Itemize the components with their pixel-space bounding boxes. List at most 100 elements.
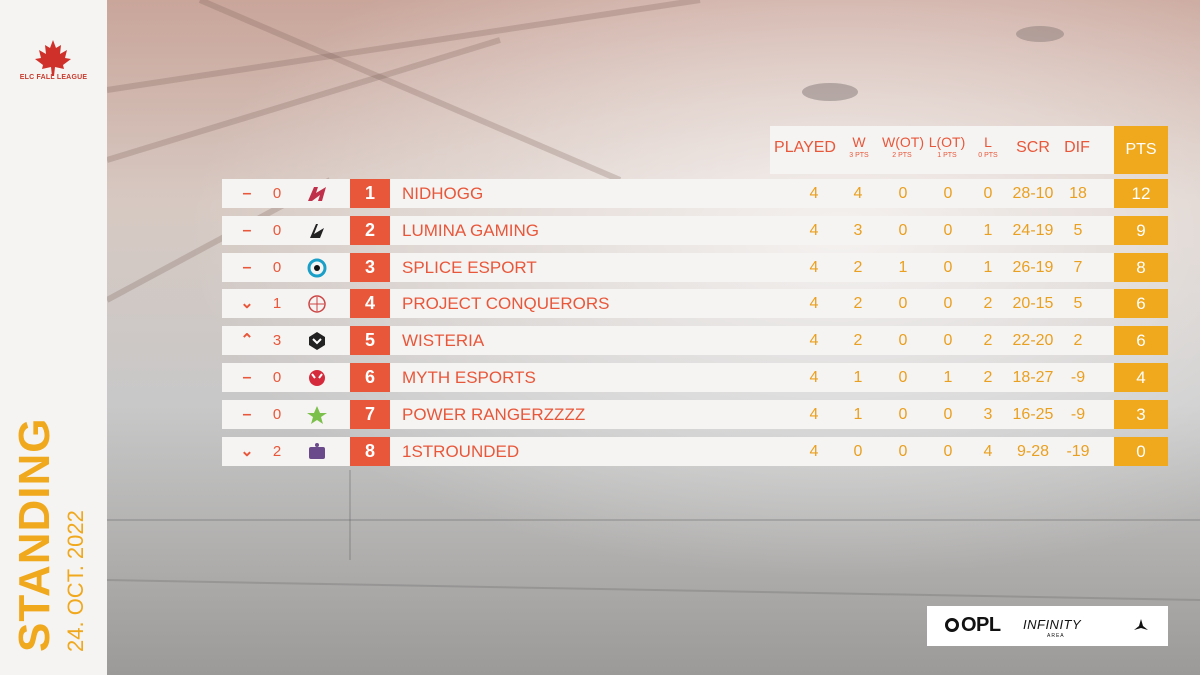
opl-ring-icon — [945, 618, 959, 632]
wisteria-logo — [309, 332, 325, 351]
position-change: 0 — [272, 258, 282, 276]
trend-same-icon: – — [242, 405, 252, 423]
position-change: 1 — [272, 295, 282, 313]
rank-badge: 2 — [350, 215, 390, 245]
table-row: – 0 2 LUMINA GAMING 4 3 0 0 1 24-19 5 9 — [222, 215, 1168, 245]
cell-played: 4 — [809, 405, 819, 423]
power-rangerzzzz-logo — [307, 405, 327, 424]
cell-l: 2 — [983, 332, 993, 350]
cell-w: 3 — [853, 221, 863, 239]
cell-scr: 9-28 — [1016, 442, 1050, 460]
table-row: ⌃ 3 5 WISTERIA 4 2 0 0 2 22-20 2 6 — [222, 326, 1168, 356]
table-row: – 0 3 SPLICE ESPORT 4 2 1 0 1 26-19 7 8 — [222, 252, 1168, 282]
cell-l: 2 — [983, 369, 993, 386]
cell-lot: 0 — [943, 332, 953, 350]
position-change: 3 — [272, 332, 282, 350]
position-change: 2 — [272, 442, 282, 460]
cell-lot: 0 — [943, 221, 953, 239]
cell-scr: 24-19 — [1012, 221, 1054, 239]
team-name: LUMINA GAMING — [402, 220, 539, 240]
sponsor-opl: OPL — [961, 614, 1001, 636]
conquerors-logo — [308, 295, 326, 314]
cell-pts: 9 — [1114, 215, 1168, 245]
table-row: ⌄ 2 8 1STROUNDED 4 0 0 0 4 9-28 -19 0 — [222, 436, 1168, 466]
cell-pts: 4 — [1114, 363, 1168, 392]
rank-badge: 7 — [350, 399, 390, 429]
header-scr: SCR — [1016, 139, 1050, 156]
header-lot: L(OT) 1 PTS — [928, 134, 966, 159]
cell-dif: 5 — [1073, 295, 1083, 313]
cell-l: 4 — [983, 442, 993, 460]
trend-same-icon: – — [242, 258, 252, 276]
maple-leaf-icon — [35, 40, 71, 76]
cell-scr: 22-20 — [1012, 332, 1054, 350]
cell-wot: 1 — [898, 258, 908, 276]
cell-dif: 18 — [1069, 185, 1087, 202]
cell-dif: 5 — [1073, 221, 1083, 239]
cell-w: 0 — [853, 442, 863, 460]
cell-pts: 6 — [1114, 289, 1168, 319]
position-change: 0 — [272, 221, 282, 239]
cell-dif: -9 — [1070, 405, 1086, 423]
cell-scr: 26-19 — [1012, 258, 1054, 276]
cell-wot: 0 — [898, 442, 908, 460]
cell-w: 1 — [853, 405, 863, 423]
cell-played: 4 — [809, 258, 819, 276]
cell-lot: 0 — [943, 185, 953, 202]
cell-w: 2 — [853, 295, 863, 313]
cell-scr: 20-15 — [1012, 295, 1054, 313]
cell-pts: 6 — [1114, 326, 1168, 356]
cell-wot: 0 — [898, 369, 908, 386]
cell-dif: -9 — [1070, 369, 1086, 386]
cell-lot: 0 — [943, 405, 953, 423]
team-name: POWER RANGERZZZZ — [402, 404, 586, 424]
nidhogg-logo — [308, 187, 326, 201]
sponsor-infinity: INFINITY — [1023, 617, 1082, 632]
sidebar-panel: ELC FALL LEAGUE — [0, 0, 107, 675]
cell-w: 1 — [853, 369, 863, 386]
myth-logo — [309, 370, 325, 386]
team-name: MYTH ESPORTS — [402, 368, 536, 387]
header-wot: W(OT) 2 PTS — [882, 134, 924, 159]
cell-lot: 0 — [943, 258, 953, 276]
cell-scr: 28-10 — [1012, 185, 1054, 202]
cell-wot: 0 — [898, 332, 908, 350]
rank-badge: 6 — [350, 363, 390, 392]
header-pts: PTS — [1114, 126, 1168, 174]
cell-scr: 18-27 — [1012, 369, 1054, 386]
bird-logo-icon — [1134, 619, 1148, 630]
cell-scr: 16-25 — [1012, 405, 1054, 423]
trend-down-icon: ⌄ — [240, 442, 254, 460]
cell-played: 4 — [809, 369, 819, 386]
standing-date: 24. OCT. 2022 — [63, 510, 88, 652]
cell-lot: 1 — [943, 369, 953, 386]
splice-logo — [307, 258, 327, 278]
trend-same-icon: – — [242, 185, 252, 202]
sponsor-infinity-sub: AREA — [1047, 633, 1065, 639]
cell-dif: -19 — [1066, 442, 1090, 460]
cell-played: 4 — [809, 185, 819, 202]
trend-up-icon: ⌃ — [240, 332, 254, 350]
1strounded-logo — [309, 442, 325, 459]
cell-played: 4 — [809, 221, 819, 239]
position-change: 0 — [272, 369, 282, 386]
team-name: WISTERIA — [402, 331, 485, 351]
position-change: 0 — [272, 405, 282, 423]
cell-l: 3 — [983, 405, 993, 423]
table-row: ⌄ 1 4 PROJECT CONQUERORS 4 2 0 0 2 20-15 5 6 — [222, 289, 1168, 319]
team-name: SPLICE ESPORT — [402, 257, 537, 277]
cell-w: 4 — [853, 185, 863, 202]
team-name: PROJECT CONQUERORS — [402, 294, 610, 314]
team-name: 1STROUNDED — [402, 441, 520, 461]
trend-same-icon: – — [242, 221, 252, 239]
cell-pts: 12 — [1114, 179, 1168, 208]
cell-l: 0 — [983, 185, 993, 202]
rank-badge: 4 — [350, 289, 390, 319]
cell-played: 4 — [809, 332, 819, 350]
rank-badge: 3 — [350, 252, 390, 282]
cell-pts: 8 — [1114, 252, 1168, 282]
